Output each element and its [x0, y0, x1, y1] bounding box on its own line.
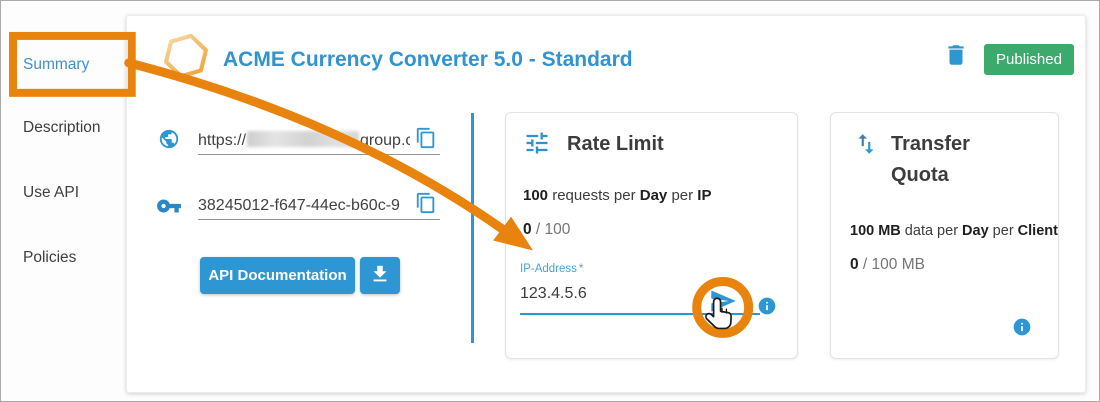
trash-icon: [943, 44, 969, 71]
rate-limit-card: Rate Limit 100 requests per Day per IP 0…: [505, 112, 798, 359]
import-export-icon: [853, 131, 879, 162]
copy-endpoint-button[interactable]: [414, 127, 438, 151]
api-logo-icon: [158, 31, 214, 86]
sidebar-item-summary[interactable]: Summary: [23, 56, 90, 73]
globe-icon: [158, 128, 180, 155]
download-spec-button[interactable]: [360, 257, 400, 294]
send-button[interactable]: [706, 287, 740, 317]
tune-sliders-icon: [523, 129, 551, 162]
page-title: ACME Currency Converter 5.0 - Standard: [223, 48, 633, 71]
info-icon: [1012, 318, 1032, 340]
transfer-quota-card: Transfer Quota 100 MB data per Day per C…: [830, 112, 1059, 359]
sidebar-item-description[interactable]: Description: [23, 119, 101, 136]
sidebar-item-policies[interactable]: Policies: [23, 249, 77, 266]
redacted-url-segment: [247, 131, 360, 147]
section-divider: [471, 113, 474, 343]
copy-api-key-button[interactable]: [414, 192, 438, 216]
key-icon: [156, 193, 182, 224]
info-icon: [757, 297, 777, 319]
rate-limit-info-button[interactable]: [757, 296, 777, 316]
endpoint-url-text: https://group.c: [198, 131, 410, 149]
delete-api-button[interactable]: [941, 41, 971, 71]
copy-icon: [415, 192, 437, 217]
transfer-quota-description: 100 MB data per Day per Client: [850, 223, 1058, 239]
api-key-text: 38245012-f647-44ec-b60c-9: [198, 197, 400, 214]
rate-limit-usage: 0 / 100: [523, 221, 571, 238]
rate-limit-title: Rate Limit: [567, 133, 664, 155]
rate-limit-description: 100 requests per Day per IP: [523, 187, 712, 204]
api-summary-card: ACME Currency Converter 5.0 - Standard P…: [126, 15, 1086, 393]
endpoint-url-field: https://group.c: [198, 127, 440, 155]
api-key-field: 38245012-f647-44ec-b60c-9: [198, 192, 440, 220]
required-marker: *: [578, 263, 584, 275]
transfer-quota-info-button[interactable]: [1012, 317, 1032, 337]
status-badge: Published: [984, 44, 1074, 75]
api-documentation-button[interactable]: API Documentation: [200, 257, 355, 294]
send-icon: [707, 290, 739, 318]
transfer-quota-title: Transfer Quota: [891, 133, 970, 186]
download-icon: [369, 263, 391, 288]
copy-icon: [415, 127, 437, 152]
transfer-quota-usage: 0 / 100 MB: [850, 256, 925, 273]
ip-address-label: IP-Address *: [520, 263, 584, 275]
sidebar-item-use-api[interactable]: Use API: [23, 184, 79, 201]
